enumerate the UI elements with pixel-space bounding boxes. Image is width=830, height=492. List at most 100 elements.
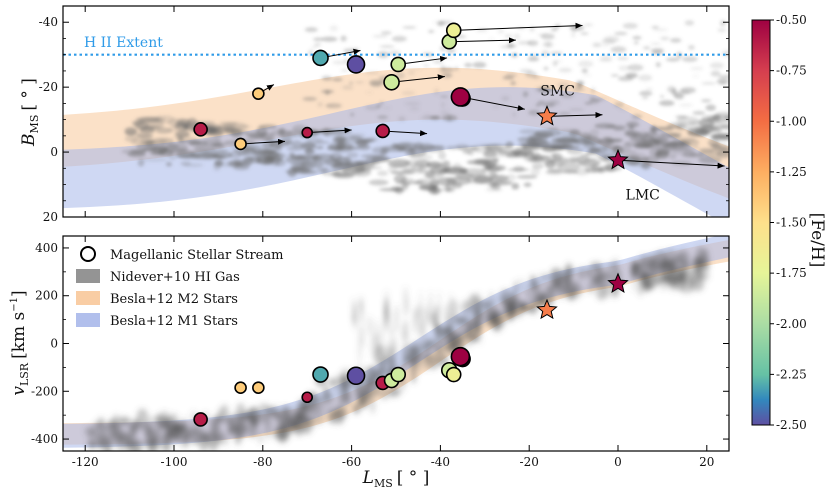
gas-streak bbox=[395, 304, 399, 333]
gas-blob bbox=[543, 66, 549, 71]
gas-blob bbox=[640, 161, 652, 169]
gas-blob bbox=[559, 87, 572, 91]
gas-blob bbox=[514, 278, 528, 294]
gas-blob bbox=[665, 57, 681, 62]
gas-blob bbox=[432, 60, 444, 64]
gas-blob bbox=[387, 166, 398, 173]
colorbar-gradient bbox=[751, 19, 771, 426]
gas-blob bbox=[578, 266, 591, 280]
gas-blob bbox=[638, 74, 653, 82]
gas-blob bbox=[658, 100, 675, 107]
gas-blob bbox=[343, 156, 351, 162]
gas-blob bbox=[401, 90, 416, 96]
gas-blob bbox=[155, 127, 172, 134]
colorbar-tick-label: -1.75 bbox=[776, 266, 807, 280]
gas-blob bbox=[531, 159, 557, 163]
gas-blob bbox=[136, 408, 149, 429]
gas-blob bbox=[614, 101, 624, 108]
gas-blob bbox=[370, 82, 382, 88]
gas-blob bbox=[310, 46, 318, 49]
gas-blob bbox=[220, 404, 230, 424]
lmc-star-marker bbox=[607, 272, 629, 293]
gas-blob bbox=[343, 146, 361, 150]
gas-blob bbox=[317, 101, 324, 108]
gas-blob bbox=[224, 129, 249, 136]
gas-blob bbox=[491, 104, 500, 109]
gas-blob bbox=[558, 67, 573, 73]
legend-patch bbox=[76, 313, 100, 327]
gas-blob bbox=[180, 161, 192, 166]
gas-blob bbox=[641, 96, 649, 100]
gas-blob bbox=[701, 82, 716, 85]
gas-blob bbox=[692, 111, 706, 115]
bottom-y-label-main: v bbox=[9, 386, 29, 396]
colorbar-tick-label: -0.50 bbox=[776, 13, 807, 27]
gas-blob bbox=[542, 273, 549, 281]
gas-blob bbox=[344, 161, 370, 166]
gas-blob bbox=[592, 274, 601, 282]
legend-patch bbox=[76, 291, 100, 305]
top-galaxy-markers bbox=[536, 105, 629, 170]
gas-blob bbox=[666, 147, 693, 151]
gas-blob bbox=[701, 99, 712, 103]
stream-star-marker bbox=[252, 87, 265, 100]
gas-blob bbox=[497, 29, 505, 34]
top-model-bands bbox=[63, 67, 729, 217]
gas-blob bbox=[493, 296, 498, 316]
smc-label: SMC bbox=[540, 83, 575, 99]
gas-blob bbox=[610, 74, 619, 77]
gas-blob bbox=[341, 391, 352, 406]
stream-star-marker bbox=[234, 137, 247, 151]
legend-marker-circle bbox=[80, 246, 96, 262]
gas-blob bbox=[720, 19, 726, 27]
gas-blob bbox=[517, 40, 532, 45]
gas-blob bbox=[454, 66, 459, 71]
gas-streak bbox=[432, 306, 436, 321]
gas-blob bbox=[219, 121, 238, 126]
gas-blob bbox=[483, 150, 497, 158]
gas-streak bbox=[434, 316, 438, 335]
gas-blob bbox=[531, 163, 544, 170]
gas-blob bbox=[380, 31, 392, 35]
gas-blob bbox=[105, 421, 118, 430]
gas-blob bbox=[718, 75, 729, 79]
gas-blob bbox=[516, 174, 538, 179]
gas-blob bbox=[556, 128, 579, 137]
gas-blob bbox=[378, 187, 405, 192]
gas-blob bbox=[178, 139, 189, 143]
gas-blob bbox=[340, 35, 347, 42]
gas-blob bbox=[528, 155, 539, 162]
gas-blob bbox=[504, 34, 513, 39]
stream-star-marker bbox=[390, 56, 407, 73]
top-panel-frame bbox=[62, 5, 730, 218]
gas-blob bbox=[588, 147, 602, 154]
gas-blob bbox=[652, 50, 662, 56]
gas-blob bbox=[124, 135, 139, 142]
gas-blob bbox=[369, 394, 376, 414]
gas-blob bbox=[710, 70, 721, 77]
gas-blob bbox=[377, 170, 389, 177]
gas-blob bbox=[557, 162, 581, 171]
gas-blob bbox=[103, 426, 108, 447]
bottom-stream-stars bbox=[193, 346, 471, 427]
gas-blob bbox=[679, 139, 686, 147]
gas-streak bbox=[449, 315, 453, 332]
gas-blob bbox=[311, 153, 335, 162]
gas-blob bbox=[489, 180, 513, 186]
bottom-y-tick-label: 200 bbox=[35, 289, 58, 303]
gas-blob bbox=[684, 20, 695, 26]
gas-blob bbox=[357, 384, 362, 403]
gas-blob bbox=[501, 95, 510, 102]
gas-blob bbox=[560, 92, 574, 99]
stream-star-marker bbox=[383, 73, 400, 91]
gas-blob bbox=[332, 77, 343, 82]
gas-blob bbox=[570, 31, 576, 38]
gas-blob bbox=[297, 399, 305, 408]
gas-blob bbox=[439, 95, 449, 98]
gas-blob bbox=[659, 132, 682, 137]
gas-blob bbox=[668, 262, 676, 277]
gas-blob bbox=[404, 160, 419, 164]
gas-blob bbox=[87, 441, 98, 450]
gas-blob bbox=[137, 158, 145, 167]
gas-blob bbox=[639, 90, 653, 96]
